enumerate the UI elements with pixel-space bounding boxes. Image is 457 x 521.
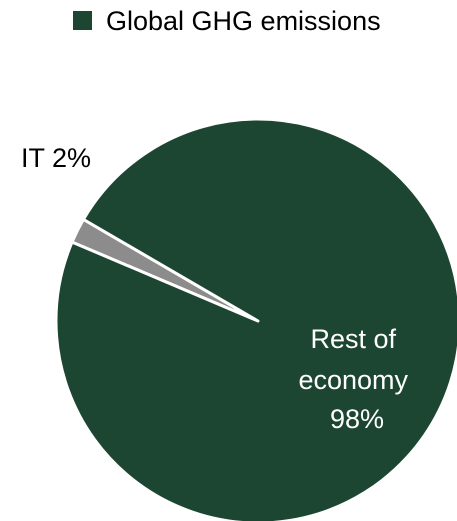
legend-swatch: [73, 11, 92, 30]
slice-label-rest-percent: 98%: [330, 404, 384, 434]
pie-slices: [54, 117, 457, 521]
legend: Global GHG emissions: [73, 6, 381, 36]
pie-slice-rest-of-economy: [54, 117, 457, 521]
slice-label-it: IT 2%: [21, 143, 91, 173]
legend-label: Global GHG emissions: [106, 6, 381, 36]
slice-label-rest-of-economy: Rest of economy 98%: [298, 324, 415, 434]
slice-label-rest-line-1: Rest of: [310, 324, 396, 354]
slice-label-rest-line-2: economy: [298, 365, 408, 395]
